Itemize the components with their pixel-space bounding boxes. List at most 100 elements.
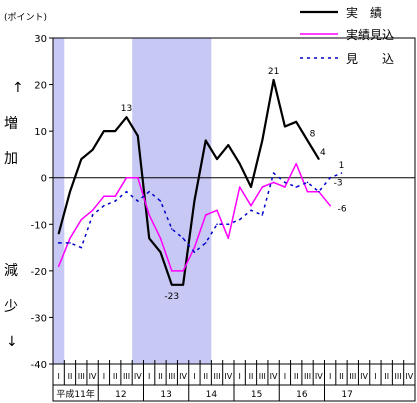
- quarter-label: III: [168, 372, 175, 381]
- y-tick-label: -10: [31, 220, 47, 231]
- series-layer: [57, 78, 343, 286]
- data-label: 1: [339, 161, 345, 171]
- quarter-label: I: [148, 372, 150, 381]
- year-label: 17: [341, 390, 352, 400]
- series-0-point: [80, 158, 83, 160]
- year-label: 12: [115, 390, 126, 400]
- series-2-point: [284, 181, 286, 184]
- data-label: 4: [320, 148, 326, 158]
- series-0-point: [227, 144, 230, 146]
- series-1-point: [306, 190, 309, 193]
- series-2-point: [170, 228, 173, 230]
- series-0-point: [114, 130, 117, 132]
- recession-shading: [53, 38, 212, 364]
- quarter-label: II: [158, 372, 163, 381]
- series-1-point: [103, 195, 105, 198]
- quarter-label: III: [259, 372, 266, 381]
- ylabel-up-1: 増: [4, 116, 18, 132]
- quarter-label: II: [339, 372, 344, 381]
- y-tick-label: 20: [34, 81, 47, 92]
- quarter-label: II: [203, 372, 208, 381]
- ylabel-down-arrow: ↓: [6, 334, 18, 350]
- series-0-point: [125, 116, 128, 118]
- series-2-point: [238, 218, 241, 221]
- series-1-point: [182, 270, 184, 272]
- ylabel-up-arrow: ↑: [12, 80, 24, 96]
- series-0-point: [148, 237, 150, 240]
- y-tick-label: 0: [41, 174, 47, 185]
- series-2-point: [159, 200, 162, 202]
- quarter-label: I: [193, 372, 195, 381]
- quarter-label: II: [113, 372, 118, 381]
- legend-label-2: 見 込: [346, 52, 394, 66]
- series-0-point: [57, 232, 60, 235]
- series-2-point: [340, 172, 343, 174]
- ylabel-up-2: 加: [4, 151, 18, 167]
- quarter-label: I: [374, 372, 376, 381]
- series-1-point: [91, 209, 94, 212]
- shaded-period-0: [53, 38, 65, 364]
- series-0-point: [103, 130, 105, 132]
- quarter-label: III: [213, 372, 220, 381]
- ylabel-down-1: 減: [4, 262, 18, 279]
- data-label: 13: [121, 104, 132, 114]
- series-2-point: [125, 190, 128, 193]
- quarter-label: III: [123, 372, 130, 381]
- quarter-label: IV: [270, 372, 278, 381]
- series-2-point: [69, 242, 71, 244]
- series-0-point: [318, 158, 320, 160]
- y-tick-label: 10: [34, 127, 47, 138]
- series-2-point: [182, 237, 184, 240]
- series-2-point: [216, 223, 218, 226]
- series-line-0: [57, 78, 320, 286]
- quarter-label: II: [249, 372, 254, 381]
- quarter-label: I: [329, 372, 331, 381]
- quarter-label: I: [238, 372, 240, 381]
- series-0-point: [193, 200, 196, 202]
- legend-label-0: 実 績: [346, 5, 382, 20]
- unit-label: (ポイント): [4, 12, 47, 23]
- quarter-label: III: [349, 372, 356, 381]
- series-1-point: [125, 176, 128, 179]
- series-0-point: [295, 121, 298, 123]
- series-1-point: [204, 214, 207, 216]
- series-2-point: [261, 214, 264, 216]
- quarter-label: II: [384, 372, 389, 381]
- series-2-point: [114, 200, 117, 202]
- series-2-point: [250, 209, 252, 212]
- series-1-point: [272, 181, 275, 184]
- quarter-label: III: [78, 372, 85, 381]
- series-0-point: [204, 139, 207, 142]
- data-label: 21: [268, 67, 279, 77]
- year-label: 15: [251, 390, 262, 400]
- series-0-point: [306, 139, 309, 142]
- y-tick-label: 30: [34, 34, 47, 45]
- data-label: -23: [164, 292, 179, 302]
- series-2-point: [227, 223, 230, 226]
- series-0-point: [182, 284, 184, 286]
- series-1-point: [329, 204, 331, 207]
- series-0-point: [272, 79, 275, 81]
- series-2-point: [318, 190, 320, 193]
- series-1-point: [159, 237, 162, 240]
- year-label: 14: [206, 390, 218, 400]
- data-label: 0: [360, 0, 366, 3]
- series-1-point: [261, 186, 264, 188]
- series-1-point: [250, 204, 252, 207]
- quarter-label: IV: [360, 372, 368, 381]
- y-axis-ticks: 30 20 10 0 -10 -20 -30 -40: [31, 34, 53, 371]
- y-tick-label: -40: [31, 360, 47, 371]
- series-2-point: [148, 190, 150, 193]
- quarter-label: IV: [134, 372, 142, 381]
- series-0-point: [250, 186, 252, 188]
- year-label: 16: [296, 390, 308, 400]
- series-0-point: [238, 162, 241, 165]
- series-2-point: [272, 172, 275, 174]
- series-2-point: [306, 181, 309, 184]
- series-0-point: [137, 135, 139, 137]
- series-1-point: [80, 218, 83, 221]
- series-2-point: [295, 186, 298, 188]
- series-0-point: [69, 190, 71, 193]
